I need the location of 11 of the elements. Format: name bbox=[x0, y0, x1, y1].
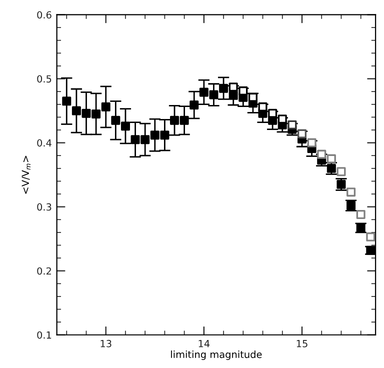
x-tick-label: 14 bbox=[198, 340, 210, 348]
y-tick-label: 0.5 bbox=[37, 75, 52, 83]
y-tick-label: 0.6 bbox=[37, 11, 52, 19]
x-tick-label: 15 bbox=[296, 340, 308, 348]
x-tick-label: 13 bbox=[100, 340, 112, 348]
y-axis-title: <V/V$_{m}$> bbox=[22, 156, 31, 194]
y-tick-label: 0.3 bbox=[37, 203, 52, 211]
y-tick-label: 0.2 bbox=[37, 267, 51, 275]
y-tick-label: 0.4 bbox=[37, 139, 52, 147]
x-axis-title: limiting magnitude bbox=[171, 350, 262, 360]
y-tick-label: 0.1 bbox=[37, 331, 52, 339]
